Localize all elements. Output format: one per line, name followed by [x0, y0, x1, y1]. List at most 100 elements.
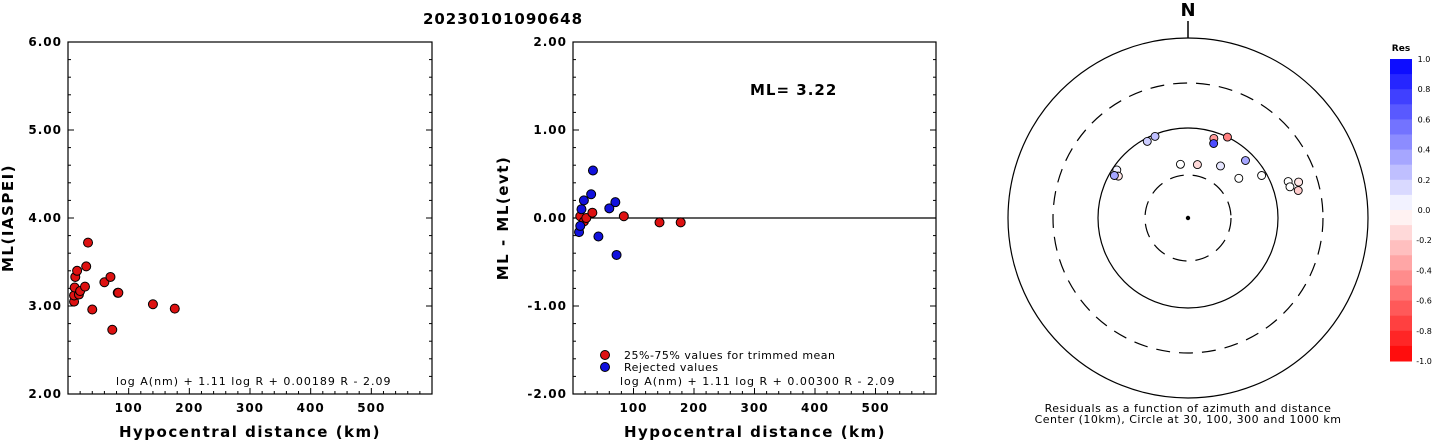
legend-marker-trimmed	[600, 350, 610, 360]
data-point	[81, 261, 92, 272]
residual-legend: 25%-75% values for trimmed mean Rejected…	[600, 349, 836, 374]
data-point	[147, 299, 158, 310]
colorbar-cell	[1390, 179, 1412, 196]
data-point	[113, 287, 124, 298]
station-residual-point	[1234, 173, 1244, 183]
colorbar-cell	[1390, 104, 1412, 120]
data-point	[107, 324, 118, 335]
y-tick-label: 2.00	[28, 387, 62, 401]
x-tick-label: 200	[680, 401, 708, 415]
colorbar-tick-label: -0.4	[1416, 266, 1432, 275]
colorbar-tick-label: 0.8	[1418, 85, 1431, 94]
station-residual-point	[1285, 182, 1295, 192]
data-point	[611, 249, 622, 260]
circle-30km	[1144, 174, 1232, 262]
y-tick-label: 3.00	[28, 299, 62, 313]
data-point	[79, 281, 90, 292]
y-tick-label: -1.00	[527, 299, 567, 313]
data-point	[587, 207, 598, 218]
x-tick-label: 500	[357, 401, 385, 415]
colorbar-tick-label: -1.0	[1416, 357, 1432, 366]
station-residual-point	[1142, 136, 1152, 146]
colorbar-title: Res	[1392, 44, 1410, 54]
colorbar-cell	[1390, 210, 1412, 226]
legend-label-rejected: Rejected values	[624, 361, 719, 374]
station-residual-point	[1223, 132, 1232, 142]
y-tick-label: 5.00	[28, 123, 62, 137]
x-tick-label: 200	[175, 401, 203, 415]
colorbar-cell	[1390, 225, 1412, 241]
colorbar-cell	[1390, 194, 1412, 211]
azimuth-residual-panel: N Residuals as a function of azimuth and…	[1007, 0, 1369, 426]
data-point	[604, 203, 615, 214]
data-point	[610, 197, 621, 208]
colorbar-cell	[1390, 330, 1412, 347]
colorbar-cell	[1390, 74, 1412, 90]
station-residual-point	[1176, 159, 1185, 169]
polar-caption-line2: Center (10km), Circle at 30, 100, 300 an…	[1035, 413, 1342, 426]
colorbar-cell	[1390, 315, 1412, 332]
station-residual-point	[1216, 161, 1225, 171]
epicenter-marker	[1185, 215, 1191, 221]
circle-300km	[1052, 82, 1324, 354]
colorbar-tick-label: -0.8	[1416, 327, 1432, 336]
colorbar-cell	[1390, 164, 1412, 181]
legend-label-trimmed: 25%-75% values for trimmed mean	[624, 349, 836, 362]
x-tick-label: 300	[236, 401, 264, 415]
station-residual-point	[1257, 171, 1267, 180]
data-point	[586, 189, 597, 200]
x-tick-label: 300	[740, 401, 768, 415]
station-residual-point	[1192, 160, 1202, 170]
residual-y-axis-label: ML - ML(evt)	[494, 156, 512, 280]
colorbar-tick-label: 0.2	[1418, 176, 1431, 185]
station-residual-point	[1241, 156, 1250, 165]
ml-formula: log A(nm) + 1.11 log R + 0.00189 R - 2.0…	[116, 375, 391, 388]
colorbar-cell	[1390, 270, 1412, 286]
colorbar-tick-label: 0.4	[1418, 146, 1431, 155]
x-tick-label: 400	[297, 401, 325, 415]
colorbar-tick-label: -0.2	[1416, 236, 1432, 245]
station-residual-point	[1209, 139, 1219, 148]
x-tick-label: 400	[801, 401, 829, 415]
y-tick-label: 6.00	[28, 35, 62, 49]
data-point	[675, 217, 686, 228]
y-tick-label: -2.00	[527, 387, 567, 401]
colorbar-cell	[1390, 134, 1412, 151]
polar-caption-line1: Residuals as a function of azimuth and d…	[1045, 402, 1332, 415]
ml-y-axis-label: ML(IASPEI)	[0, 164, 17, 272]
y-tick-label: 4.00	[28, 211, 62, 225]
colorbar-cell	[1390, 255, 1412, 271]
data-point	[87, 304, 98, 315]
residual-colorbar: Res 1.0 0.8 0.6 0.4 0.2 0.0 -0.2 -0.4 -0.6 -0.8 -1…	[1390, 44, 1432, 366]
legend-marker-rejected	[600, 362, 610, 372]
y-tick-label: 0.00	[533, 211, 567, 225]
data-point	[105, 271, 116, 282]
north-label: N	[1180, 0, 1195, 21]
residual-x-axis-label: Hypocentral distance (km)	[624, 423, 886, 441]
colorbar-cell	[1390, 119, 1412, 135]
data-point	[575, 220, 586, 231]
y-tick-label: 1.00	[533, 123, 567, 137]
colorbar-tick-label: 0.6	[1418, 115, 1431, 124]
ml-plot-frame	[67, 41, 433, 395]
data-point	[576, 204, 587, 215]
station-residual-point	[1294, 177, 1304, 187]
figure-title: 20230101090648	[423, 10, 583, 28]
colorbar-cell	[1390, 285, 1412, 302]
ml-annotation: ML= 3.22	[750, 81, 837, 99]
station-residual-point	[1150, 131, 1160, 141]
colorbar-tick-label: 1.0	[1418, 55, 1431, 64]
x-tick-label: 100	[115, 401, 143, 415]
data-point	[83, 237, 94, 248]
ml-x-axis-label: Hypocentral distance (km)	[119, 423, 381, 441]
residual-formula: log A(nm) + 1.11 log R + 0.00300 R - 2.0…	[620, 375, 895, 388]
colorbar-cell	[1390, 240, 1412, 256]
colorbar-cell	[1390, 345, 1412, 362]
colorbar-tick-label: -0.6	[1416, 297, 1432, 306]
data-point	[72, 265, 83, 276]
station-residual-point	[1109, 171, 1119, 180]
data-point	[654, 217, 665, 228]
colorbar-cell	[1390, 300, 1412, 317]
colorbar-cell	[1390, 149, 1412, 166]
